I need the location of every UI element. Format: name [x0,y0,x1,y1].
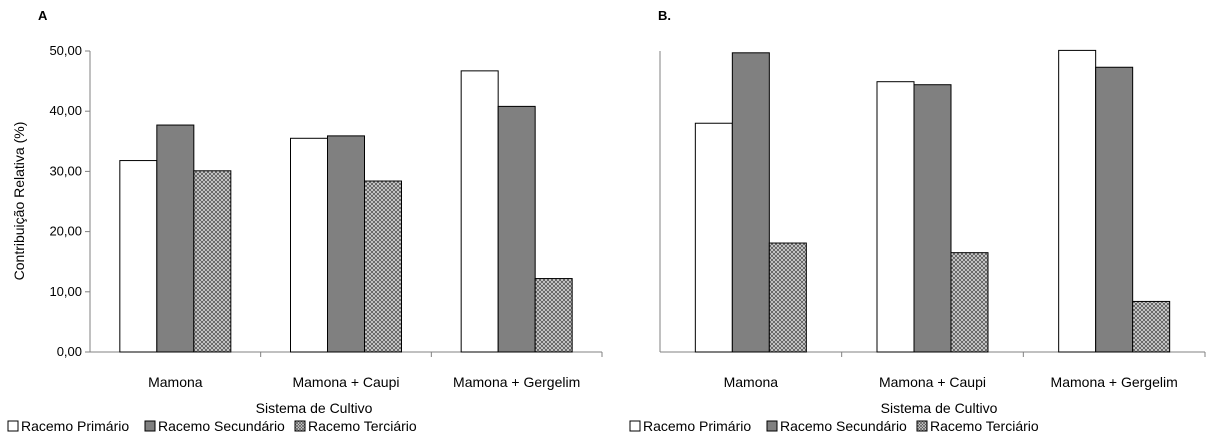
panel-b-legend-label: Racemo Secundário [780,418,907,434]
panel-a-legend-swatch [294,420,306,432]
panel-a-legend-label: Racemo Secundário [158,418,285,434]
panel-b-label: B. [658,8,671,23]
panel-a-y-tick-label: 40,00 [49,103,82,118]
panel-a-y-tick-label: 10,00 [49,284,82,299]
panel-b-bar [1058,49,1097,353]
panel-a-category-label: Mamona + Gergelim [453,374,580,390]
panel-a-bar [364,180,402,353]
panel-b-bar [768,242,807,353]
panel-a-y-tick-label: 0,00 [57,344,82,359]
panel-a-legend-swatch [144,420,156,432]
panel-b-x-axis-title: Sistema de Cultivo [881,400,998,416]
panel-a-category-label: Mamona [148,374,203,390]
panel-b-bar [1132,300,1171,353]
panel-a-y-tick-label: 50,00 [49,43,82,58]
panel-a-bar [119,160,158,353]
panel-a-legend-swatch [7,420,19,432]
panel-b-bar [731,52,770,353]
panel-a-y-tick-label: 20,00 [49,224,82,239]
panel-a-bar [497,105,536,353]
panel-b-bar [876,81,915,353]
panel-a-bar [156,124,195,353]
panel-b-legend-swatch [916,420,928,432]
panel-a-y-axis-title: Contribuição Relativa (%) [11,122,27,281]
panel-b-legend-label: Racemo Terciário [930,418,1039,434]
panel-b-legend-label: Racemo Primário [643,418,751,434]
panel-b-category-label: Mamona + Caupi [879,374,986,390]
panel-b-bar [950,252,989,353]
panel-a-bar [290,137,328,353]
panel-a-bar [460,70,499,353]
panel-a-bar [327,135,365,353]
panel-a-bar [534,278,573,353]
panel-a-y-tick-label: 30,00 [49,163,82,178]
panel-b-bar [1095,66,1134,353]
panel-a-bar [193,170,232,353]
panel-a-category-label: Mamona + Caupi [292,374,399,390]
panel-a-legend-label: Racemo Primário [21,418,129,434]
panel-a-legend-label: Racemo Terciário [308,418,417,434]
panel-b-bar [913,84,952,353]
panel-b-legend-swatch [766,420,778,432]
panel-b-category-label: Mamona [724,374,779,390]
panel-b-category-label: Mamona + Gergelim [1051,374,1178,390]
panel-b-legend-swatch [629,420,641,432]
panel-a-x-axis-title: Sistema de Cultivo [256,400,373,416]
panel-a-label: A [38,8,48,23]
panel-b-bar [694,122,733,353]
